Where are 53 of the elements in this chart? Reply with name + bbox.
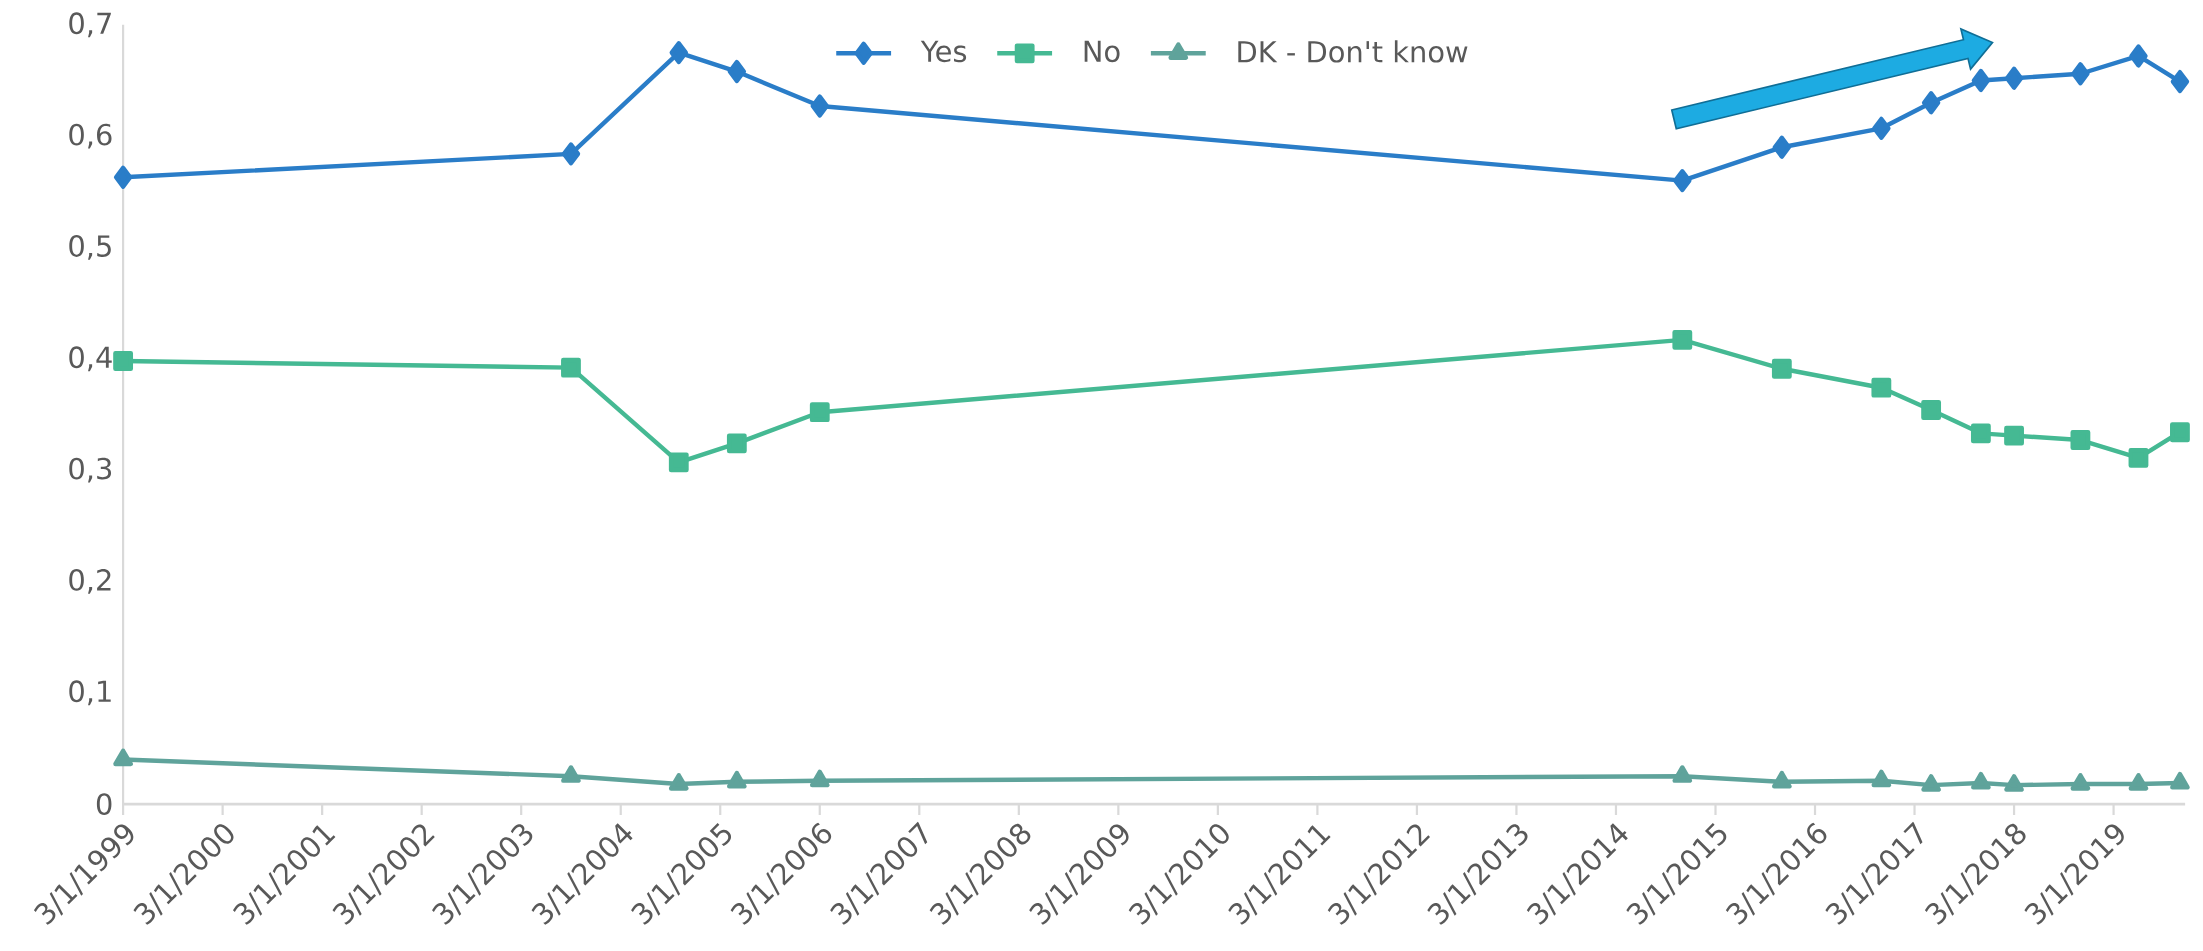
point <box>1921 91 1941 115</box>
y-tick-label: 0,3 <box>69 457 112 483</box>
point <box>2170 70 2190 94</box>
point <box>1871 377 1892 398</box>
point <box>2128 773 2149 791</box>
point <box>561 357 581 378</box>
point <box>561 142 581 166</box>
point <box>669 41 689 65</box>
y-tick-label: 0,6 <box>69 123 112 149</box>
point <box>2129 44 2148 68</box>
y-tick-label: 0 <box>96 793 112 816</box>
point <box>668 452 689 473</box>
point <box>2170 771 2190 790</box>
y-tick-label: 0,5 <box>69 235 111 260</box>
point <box>2004 774 2024 792</box>
point <box>1673 169 1692 193</box>
point <box>113 165 133 189</box>
point <box>2004 425 2024 446</box>
point <box>668 773 689 791</box>
point <box>1672 765 1693 783</box>
point <box>809 402 830 423</box>
y-tick-label: 0,2 <box>69 569 111 594</box>
y-tick-label: 0,4 <box>69 346 112 372</box>
point <box>2071 62 2090 86</box>
point <box>2128 447 2149 468</box>
point <box>2004 66 2024 90</box>
point <box>1771 358 1792 379</box>
point <box>1772 135 1792 159</box>
point <box>113 351 134 371</box>
legend-label: DK - Don't know <box>1238 40 1468 63</box>
point <box>1921 400 1942 420</box>
point <box>1872 116 1891 140</box>
point <box>726 770 747 789</box>
point <box>1970 423 1991 444</box>
point <box>727 60 747 84</box>
point <box>1921 774 1941 792</box>
y-tick-label: 0,7 <box>69 12 111 38</box>
point <box>1971 771 1991 790</box>
legend-label: No <box>1084 40 1120 63</box>
point <box>1772 770 1792 789</box>
point <box>1871 769 1892 788</box>
point <box>2170 422 2190 443</box>
point <box>810 94 830 118</box>
point <box>2070 430 2091 451</box>
point <box>2070 773 2091 791</box>
point <box>809 769 830 788</box>
point <box>726 433 747 454</box>
legend-label: Yes <box>920 40 967 63</box>
point <box>1971 68 1991 93</box>
point <box>1672 329 1693 350</box>
point <box>561 765 581 783</box>
point <box>113 748 133 767</box>
y-tick-label: 0,1 <box>69 680 111 706</box>
